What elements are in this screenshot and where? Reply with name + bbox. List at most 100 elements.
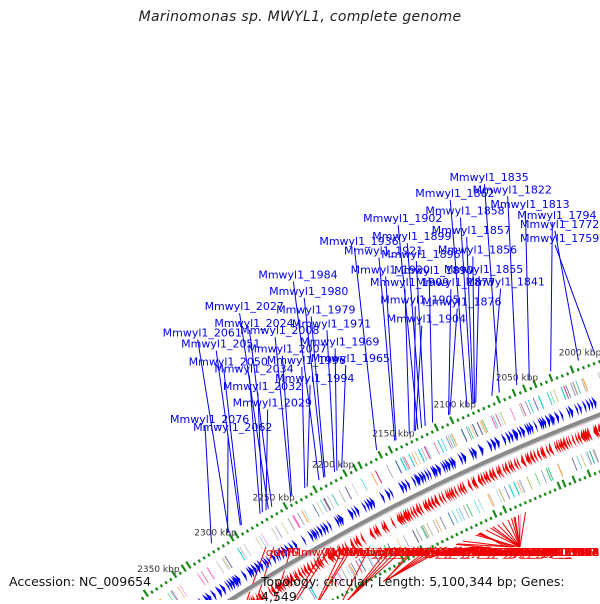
cog-feature-box <box>495 414 501 427</box>
cog-feature-box <box>177 586 185 598</box>
gene-label[interactable]: Mmwyl1_1904 <box>387 313 466 326</box>
kbp-tick-label: 2300 kbp <box>194 529 237 539</box>
cog-dot <box>450 417 453 424</box>
gene-label[interactable]: Mmwyl1_2032 <box>223 380 302 393</box>
cog-feature-box <box>496 490 502 503</box>
cog-dot <box>578 368 579 371</box>
cog-dot <box>218 548 220 551</box>
cog-feature-box <box>593 449 599 462</box>
forward-gene-arrow <box>582 400 587 413</box>
cog-dot <box>261 521 263 524</box>
cog-feature-box <box>535 473 541 486</box>
cog-dot <box>503 506 506 513</box>
cog-dot <box>161 585 163 587</box>
cog-dot <box>571 366 574 373</box>
cog-dot <box>330 482 331 485</box>
cog-feature-box <box>425 446 432 459</box>
gene-label[interactable]: Mmwyl1_1984 <box>258 268 337 281</box>
cog-feature-box <box>423 525 430 538</box>
cog-feature-box <box>478 498 484 511</box>
cog-dot <box>442 426 443 429</box>
kbp-tick-label: 2000 kbp <box>559 348 600 358</box>
cog-dot <box>483 407 484 410</box>
forward-gene-arrow <box>558 409 563 422</box>
gene-label[interactable]: Mmwyl1_1979 <box>276 304 355 317</box>
cog-feature-box <box>292 515 300 528</box>
reverse-gene-arrow <box>549 442 555 456</box>
gene-label[interactable]: Mmwyl1_1902 <box>363 212 442 225</box>
cog-dot <box>335 479 336 482</box>
cog-feature-box <box>504 486 511 499</box>
gene-label[interactable]: Mmwyl1_2027 <box>205 300 284 313</box>
cog-dot <box>165 581 167 583</box>
cog-dot <box>488 405 489 408</box>
cog-dot <box>515 506 516 509</box>
cog-feature-box <box>197 573 205 585</box>
cog-dot <box>562 374 563 377</box>
cog-dot <box>461 531 462 534</box>
cog-feature-box <box>479 421 485 434</box>
cog-dot <box>194 563 196 566</box>
forward-gene-arrow <box>537 418 542 431</box>
cog-dot <box>371 461 372 464</box>
gene-label[interactable]: Mmwyl1_2061 <box>163 326 242 339</box>
cog-dot <box>530 499 531 502</box>
kbp-tick-label: 2200 kbp <box>312 461 355 471</box>
cog-dot <box>471 526 472 529</box>
gene-label[interactable]: Mmwyl1_1980 <box>269 285 348 298</box>
cog-feature-box <box>255 537 263 549</box>
cog-dot <box>535 497 536 500</box>
cog-dot <box>584 476 585 479</box>
cog-feature-box <box>287 518 295 531</box>
gene-label[interactable]: Mmwyl1_2076 <box>170 413 249 426</box>
cog-dot <box>281 510 282 513</box>
cog-dot <box>389 446 393 453</box>
gene-label[interactable]: Mmwyl1_1759 <box>520 232 599 245</box>
cog-feature-box <box>580 454 586 467</box>
cog-dot <box>540 495 541 498</box>
cog-feature-box <box>458 507 465 520</box>
cog-dot <box>500 512 501 515</box>
cog-dot <box>451 536 452 539</box>
gene-label[interactable]: Mmwyl1_2029 <box>233 397 312 410</box>
cog-dot <box>296 501 297 504</box>
cog-dot <box>525 501 526 504</box>
cog-feature-box <box>221 558 229 570</box>
cog-dot <box>509 396 510 399</box>
gene-label[interactable]: Mmwyl1_2050 <box>189 356 268 369</box>
cog-dot <box>213 551 215 554</box>
cog-dot <box>151 591 153 593</box>
cog-dot <box>594 362 595 365</box>
cog-dot <box>523 385 526 392</box>
cog-dot <box>142 597 144 599</box>
cog-feature-box <box>437 440 444 453</box>
gene-labels: Mmwyl1_1759Mmwyl1_1772Mmwyl1_1794Mmwyl1_… <box>163 171 600 559</box>
cog-dot <box>242 533 244 536</box>
gene-label[interactable]: Mmwyl1_1835 <box>449 171 528 184</box>
reverse-gene-arrow <box>390 516 397 529</box>
gene-label[interactable]: Mmwyl1_1905 <box>380 293 459 306</box>
cog-feature-box <box>432 520 439 533</box>
cog-dot <box>541 383 542 386</box>
label-leader-line <box>205 426 211 543</box>
gene-label[interactable]: Mmwyl1_1936 <box>319 235 398 248</box>
cog-feature-box <box>323 498 330 511</box>
cog-feature-box <box>510 407 516 420</box>
cog-dot <box>473 412 474 415</box>
cog-dot <box>427 433 428 436</box>
gene-label[interactable]: Mmwyl1_1909 <box>370 276 449 289</box>
cog-dot <box>549 374 552 381</box>
cog-dot <box>481 522 482 525</box>
cog-dot <box>398 562 399 565</box>
gene-label[interactable]: Mmwyl1_2091 <box>292 546 371 559</box>
cog-dot <box>311 493 312 496</box>
cog-feature-box <box>424 446 431 459</box>
gene-label[interactable]: Mmwyl1_1920 <box>351 263 430 276</box>
gene-label[interactable]: queF <box>266 546 293 559</box>
cog-feature-box <box>500 412 506 425</box>
cog-feature-box <box>281 522 289 534</box>
cog-feature-box <box>533 398 539 411</box>
cog-dot <box>350 471 351 474</box>
forward-gene-arrow <box>384 489 390 501</box>
gene-label[interactable]: Mmwyl1_1862 <box>415 187 494 200</box>
